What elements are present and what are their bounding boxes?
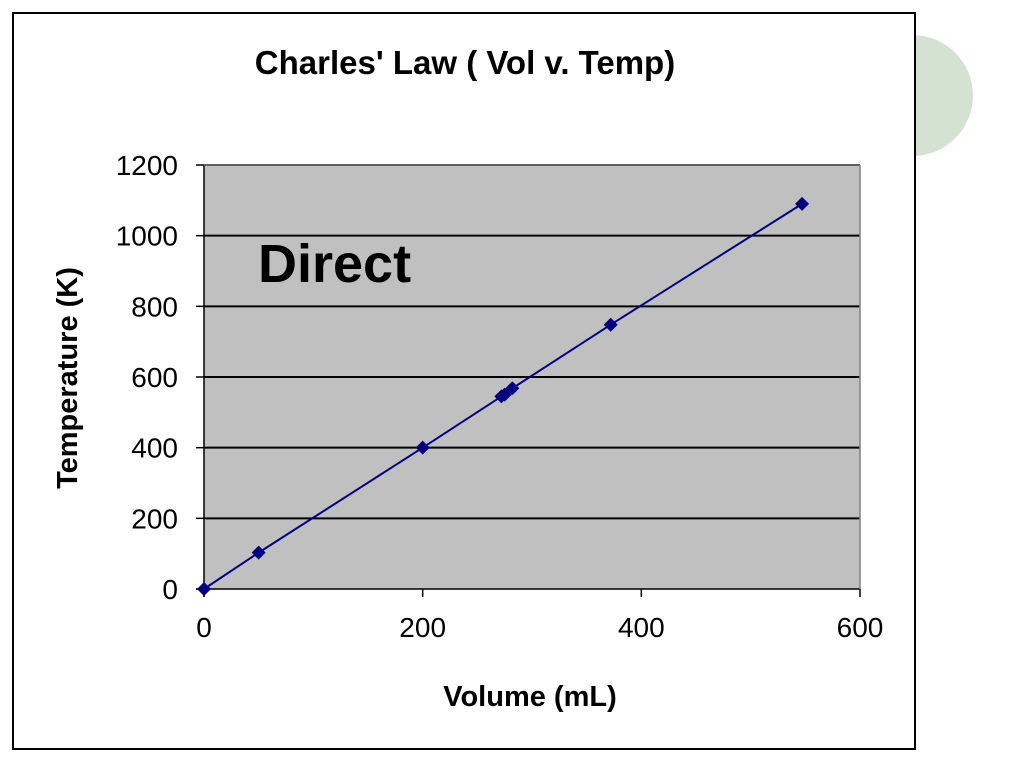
data-point <box>497 387 512 402</box>
y-tick-label: 400 <box>131 433 178 464</box>
data-point <box>795 196 810 211</box>
x-tick-label: 200 <box>399 612 446 643</box>
y-tick-label: 0 <box>162 574 178 605</box>
x-axis-title: Volume (mL) <box>443 681 616 713</box>
data-point <box>251 545 266 560</box>
y-tick-label: 1000 <box>116 221 178 252</box>
x-tick-label: 400 <box>618 612 665 643</box>
annotation-direct: Direct <box>258 234 411 294</box>
y-tick-label: 200 <box>131 503 178 534</box>
axes <box>196 164 861 597</box>
data-point <box>603 317 618 332</box>
series-group <box>197 196 810 596</box>
data-point <box>505 381 520 396</box>
x-tick-labels: 0 200 400 600 <box>196 612 883 643</box>
y-tick-label: 800 <box>131 291 178 322</box>
y-tick-labels: 0 200 400 600 800 1000 1200 <box>116 150 178 605</box>
y-axis-title: Temperature (K) <box>52 267 84 489</box>
chart-title: Charles' Law ( Vol v. Temp) <box>255 44 675 81</box>
x-tick-label: 600 <box>837 612 884 643</box>
data-point <box>197 582 211 596</box>
y-tick-label: 1200 <box>116 150 178 181</box>
x-tick-label: 0 <box>196 612 212 643</box>
y-tick-label: 600 <box>131 362 178 393</box>
data-point <box>415 440 430 455</box>
